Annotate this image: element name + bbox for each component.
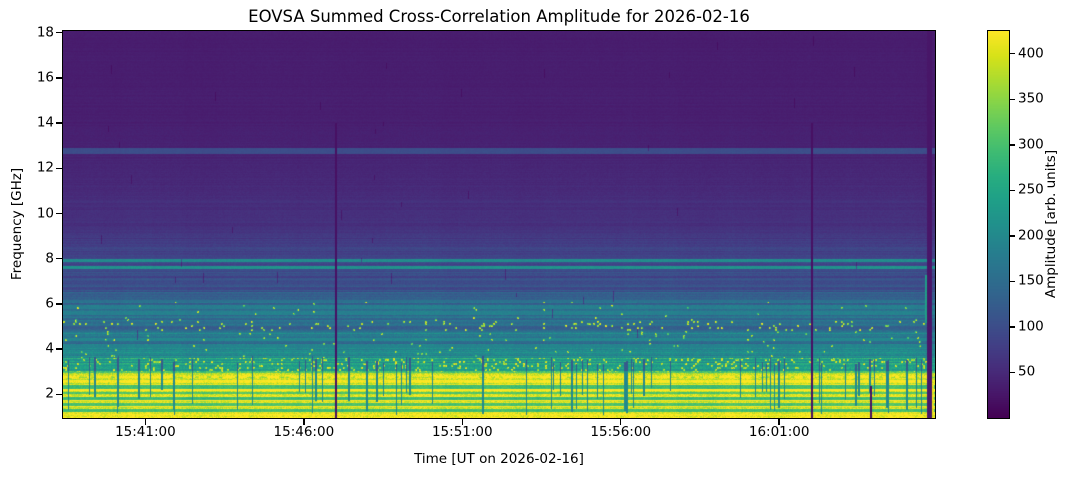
y-tick-label: 10 [36,205,54,222]
colorbar-tick-label: 50 [1018,363,1036,380]
x-tick-mark [620,419,622,425]
x-tick-mark [144,419,147,425]
y-tick-label: 4 [45,340,54,357]
y-tick-mark [56,77,62,79]
colorbar-tick-label: 300 [1018,136,1044,153]
y-tick-label: 18 [36,24,54,41]
colorbar-gradient [988,31,1009,418]
y-tick-mark [56,212,62,215]
colorbar-tick-mark [1010,189,1015,192]
colorbar-tick-mark [1010,280,1015,283]
x-tick-label: 15:41:00 [115,424,176,440]
colorbar-tick-mark [1010,98,1015,100]
chart-title: EOVSA Summed Cross-Correlation Amplitude… [248,7,750,26]
x-tick-label: 15:51:00 [431,424,493,440]
y-tick-label: 6 [45,295,54,312]
x-tick-label: 15:46:00 [273,424,335,440]
colorbar-tick-label: 100 [1018,318,1044,335]
y-tick-mark [56,393,62,395]
colorbar-tick-label: 150 [1018,272,1044,289]
x-tick-label: 16:01:00 [748,424,810,440]
y-tick-label: 2 [45,385,54,402]
x-tick-label: 15:56:00 [590,424,652,440]
colorbar-tick-label: 250 [1018,181,1044,198]
colorbar-tick-mark [1010,371,1015,374]
colorbar-tick-mark [1010,326,1015,328]
colorbar-tick-label: 350 [1018,90,1044,107]
x-tick-mark [461,419,463,425]
y-tick-mark [56,303,62,305]
y-tick-label: 14 [36,114,54,131]
colorbar-tick-mark [1010,144,1015,146]
spectrogram-heatmap [63,31,935,418]
y-tick-mark [56,258,62,260]
colorbar [987,30,1010,419]
y-tick-label: 8 [45,250,54,267]
y-tick-label: 16 [36,69,54,86]
x-axis-label: Time [UT on 2026-02-16] [414,451,584,467]
y-tick-mark [56,348,62,350]
x-tick-mark [303,419,305,425]
colorbar-tick-label: 200 [1018,227,1044,244]
colorbar-tick-mark [1010,53,1015,55]
y-tick-mark [56,167,62,170]
colorbar-tick-label: 400 [1018,45,1044,62]
colorbar-label: Amplitude [arb. units] [1043,149,1059,299]
plot-area [62,30,936,419]
colorbar-tick-mark [1010,235,1015,237]
x-tick-mark [778,419,780,425]
y-axis-label: Frequency [GHz] [9,167,25,281]
y-tick-mark [56,122,62,124]
y-tick-label: 12 [36,159,54,176]
y-tick-mark [56,32,62,34]
